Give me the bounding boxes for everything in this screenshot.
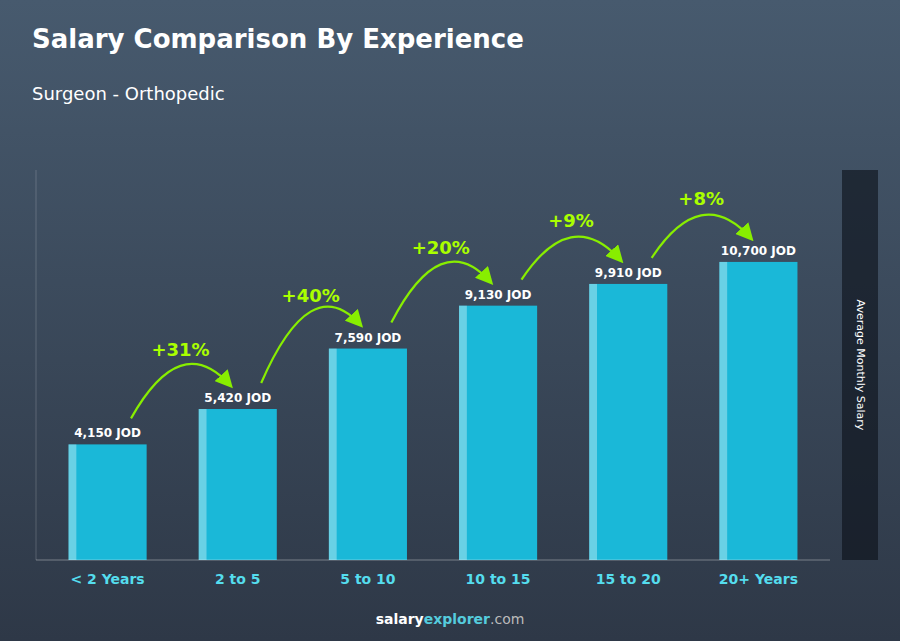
bar (589, 284, 667, 560)
bar-highlight (589, 284, 597, 560)
data-label: 10,700 JOD (721, 244, 796, 258)
data-label: 9,130 JOD (465, 288, 532, 302)
annotation: +9% (548, 210, 594, 231)
bar-highlight (329, 349, 337, 560)
x-tick-label: 5 to 10 (340, 571, 396, 587)
data-label: 4,150 JOD (74, 426, 141, 440)
footer: salaryexplorer.com (376, 611, 525, 627)
chart-svg: Salary Comparison By Experience Surgeon -… (0, 0, 900, 641)
x-tick-label: 10 to 15 (466, 571, 531, 587)
annotation: +40% (282, 285, 340, 306)
bar (199, 409, 277, 560)
bar-highlight (719, 262, 727, 560)
x-tick-label: 15 to 20 (596, 571, 661, 587)
title: Salary Comparison By Experience (32, 24, 524, 54)
bar (459, 306, 537, 560)
bar-highlight (69, 444, 77, 560)
y-axis-label: Average Monthly Salary (854, 300, 867, 431)
change-arrow (131, 364, 230, 418)
footer-part: salary (376, 611, 424, 627)
bar (719, 262, 797, 560)
background (0, 0, 900, 641)
annotation: +20% (412, 237, 470, 258)
ylabel-strip (842, 170, 878, 560)
bar (329, 349, 407, 560)
footer-part: .com (490, 611, 524, 627)
subtitle: Surgeon - Orthopedic (32, 83, 225, 104)
data-label: 5,420 JOD (204, 391, 271, 405)
y-axis-line (36, 170, 37, 560)
x-tick-label: < 2 Years (70, 571, 144, 587)
x-tick-label: 2 to 5 (215, 571, 261, 587)
bars (69, 262, 798, 560)
annotation: +31% (151, 339, 209, 360)
change-arrow (391, 262, 490, 323)
data-label: 9,910 JOD (595, 266, 662, 280)
change-arrow (522, 237, 621, 280)
bar-highlight (199, 409, 207, 560)
x-axis-line (36, 560, 830, 561)
chart-container: Salary Comparison By Experience Surgeon -… (0, 0, 900, 641)
x-tick-label: 20+ Years (719, 571, 798, 587)
change-arrow (261, 307, 360, 383)
bar-highlight (459, 306, 467, 560)
bar (69, 444, 147, 560)
data-label: 7,590 JOD (335, 331, 402, 345)
annotation: +8% (678, 188, 724, 209)
change-arrow (652, 215, 751, 258)
footer-part: explorer (424, 611, 490, 627)
